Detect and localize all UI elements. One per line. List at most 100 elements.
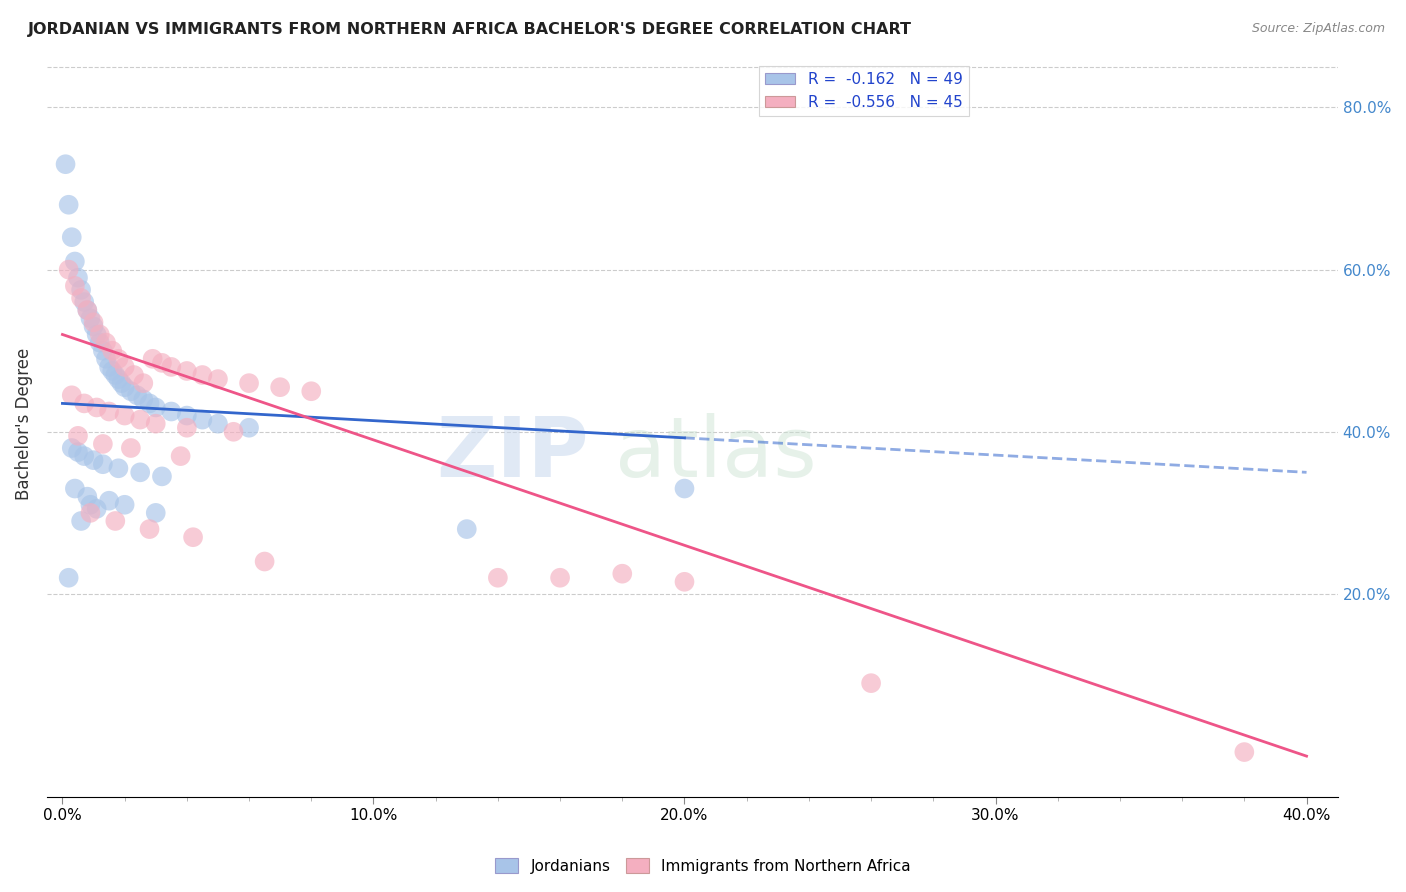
Point xyxy=(176,364,198,378)
Point xyxy=(101,364,124,378)
Point xyxy=(70,283,93,297)
Y-axis label: Bachelor's Degree: Bachelor's Degree xyxy=(15,348,32,500)
Point xyxy=(70,514,93,528)
Point xyxy=(66,445,89,459)
Point xyxy=(107,351,129,366)
Point xyxy=(60,441,83,455)
Point xyxy=(58,198,80,212)
Point xyxy=(73,295,96,310)
Point xyxy=(91,437,114,451)
Point xyxy=(58,571,80,585)
Point xyxy=(456,522,478,536)
Point xyxy=(299,384,322,399)
Point xyxy=(160,404,183,418)
Point xyxy=(98,404,121,418)
Point xyxy=(548,571,571,585)
Point xyxy=(94,351,117,366)
Legend: R =  -0.162   N = 49, R =  -0.556   N = 45: R = -0.162 N = 49, R = -0.556 N = 45 xyxy=(759,66,969,116)
Point xyxy=(73,449,96,463)
Text: JORDANIAN VS IMMIGRANTS FROM NORTHERN AFRICA BACHELOR'S DEGREE CORRELATION CHART: JORDANIAN VS IMMIGRANTS FROM NORTHERN AF… xyxy=(28,22,912,37)
Point xyxy=(98,359,121,374)
Point xyxy=(207,372,229,386)
Point xyxy=(486,571,509,585)
Point xyxy=(150,469,173,483)
Point xyxy=(181,530,204,544)
Point xyxy=(79,498,101,512)
Point xyxy=(222,425,245,439)
Point xyxy=(612,566,634,581)
Point xyxy=(73,396,96,410)
Point xyxy=(132,392,155,407)
Point xyxy=(129,466,152,480)
Point xyxy=(145,506,167,520)
Point xyxy=(114,498,136,512)
Point xyxy=(138,396,160,410)
Point xyxy=(129,412,152,426)
Point xyxy=(150,356,173,370)
Point xyxy=(79,506,101,520)
Point xyxy=(101,343,124,358)
Point xyxy=(55,157,77,171)
Point xyxy=(127,388,149,402)
Point xyxy=(89,335,111,350)
Point xyxy=(58,262,80,277)
Point xyxy=(89,327,111,342)
Point xyxy=(104,514,127,528)
Point xyxy=(60,230,83,244)
Point xyxy=(169,449,191,463)
Point xyxy=(160,359,183,374)
Point xyxy=(98,493,121,508)
Text: Source: ZipAtlas.com: Source: ZipAtlas.com xyxy=(1251,22,1385,36)
Point xyxy=(70,291,93,305)
Point xyxy=(66,429,89,443)
Point xyxy=(104,368,127,382)
Point xyxy=(120,384,142,399)
Point xyxy=(63,278,86,293)
Legend: Jordanians, Immigrants from Northern Africa: Jordanians, Immigrants from Northern Afr… xyxy=(489,852,917,880)
Point xyxy=(120,441,142,455)
Point xyxy=(207,417,229,431)
Point xyxy=(132,376,155,391)
Point xyxy=(86,327,108,342)
Point xyxy=(673,574,696,589)
Point xyxy=(91,343,114,358)
Point xyxy=(63,482,86,496)
Point xyxy=(176,421,198,435)
Point xyxy=(253,555,276,569)
Point xyxy=(145,401,167,415)
Point xyxy=(114,380,136,394)
Point xyxy=(76,303,98,318)
Point xyxy=(1233,745,1256,759)
Point xyxy=(138,522,160,536)
Point xyxy=(145,417,167,431)
Point xyxy=(83,315,105,329)
Text: atlas: atlas xyxy=(614,413,817,494)
Point xyxy=(86,501,108,516)
Point xyxy=(238,376,260,391)
Point xyxy=(122,368,145,382)
Point xyxy=(191,412,214,426)
Point xyxy=(107,372,129,386)
Point xyxy=(191,368,214,382)
Point xyxy=(114,359,136,374)
Point xyxy=(176,409,198,423)
Point xyxy=(86,401,108,415)
Point xyxy=(94,335,117,350)
Point xyxy=(76,303,98,318)
Text: ZIP: ZIP xyxy=(436,413,589,494)
Point xyxy=(269,380,291,394)
Point xyxy=(66,270,89,285)
Point xyxy=(114,409,136,423)
Point xyxy=(107,461,129,475)
Point xyxy=(238,421,260,435)
Point xyxy=(79,311,101,326)
Point xyxy=(142,351,165,366)
Point xyxy=(83,319,105,334)
Point xyxy=(76,490,98,504)
Point xyxy=(673,482,696,496)
Point xyxy=(860,676,883,690)
Point xyxy=(83,453,105,467)
Point xyxy=(63,254,86,268)
Point xyxy=(60,388,83,402)
Point xyxy=(91,457,114,471)
